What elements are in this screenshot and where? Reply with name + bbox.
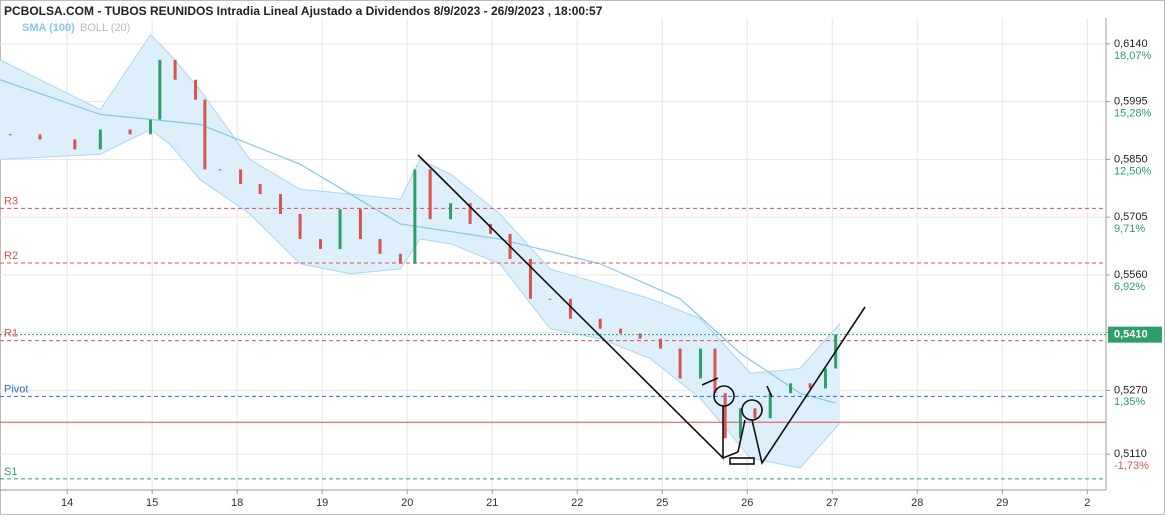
- candle: [528, 258, 532, 299]
- x-tick-label: 20: [401, 497, 413, 509]
- candle: [73, 139, 77, 150]
- candle: [598, 318, 602, 329]
- x-tick-label: 26: [741, 497, 753, 509]
- y2-tick-label: 1,35%: [1114, 396, 1145, 408]
- x-tick-label: 25: [656, 497, 668, 509]
- candle: [738, 408, 742, 439]
- y-tick-label: 0,5850: [1114, 153, 1148, 165]
- y-tick-label: 0,5560: [1114, 269, 1148, 281]
- candle: [698, 348, 702, 379]
- candle: [148, 119, 152, 135]
- candle: [659, 338, 663, 349]
- y-tick-label: 0,5705: [1114, 211, 1148, 223]
- y-tick-label: 0,5110: [1114, 448, 1147, 460]
- boll-upper: [0, 33, 841, 374]
- boll-area: [0, 34, 840, 469]
- candle: [194, 79, 198, 100]
- x-tick-label: 27: [826, 497, 838, 509]
- candle: [619, 328, 623, 334]
- candle: [203, 99, 207, 170]
- candle: [279, 194, 283, 214]
- last-price-label: 0,5410: [1114, 329, 1148, 341]
- candle: [468, 203, 472, 224]
- x-tick-label: 14: [61, 497, 73, 509]
- candle: [548, 298, 552, 300]
- legend-boll: BOLL (20): [80, 22, 130, 34]
- candle: [358, 209, 362, 240]
- pivot-label: R2: [4, 250, 18, 262]
- hand-drawn-annotations: [417, 154, 866, 465]
- candle: [98, 129, 102, 150]
- y-tick-label: 0,6140: [1114, 38, 1148, 50]
- candle: [398, 253, 402, 264]
- candle: [823, 368, 827, 389]
- candle: [38, 134, 42, 140]
- dash-mark: [701, 377, 773, 398]
- candle: [678, 348, 682, 379]
- candle: [768, 393, 772, 419]
- candle: [789, 383, 793, 394]
- candle: [173, 59, 177, 80]
- candle: [753, 408, 757, 419]
- x-tick-label: 22: [571, 497, 583, 509]
- candle: [239, 169, 243, 185]
- x-tick-label: 15: [146, 497, 158, 509]
- x-tick-label: 18: [231, 497, 243, 509]
- x-tick-label: 21: [486, 497, 498, 509]
- y2-tick-label: 12,50%: [1114, 165, 1152, 177]
- candle: [808, 383, 812, 389]
- x-tick-label: 2: [1084, 497, 1090, 509]
- chart-title: PCBOLSA.COM - TUBOS REUNIDOS Intradia Li…: [4, 4, 603, 18]
- circle-mark: [741, 399, 763, 421]
- price: [8, 59, 838, 439]
- y2-tick-label: -1,73%: [1114, 460, 1149, 472]
- y-tick-label: 0,5270: [1114, 384, 1148, 396]
- candle: [218, 169, 222, 171]
- y-tick-label: 0,5995: [1114, 96, 1148, 108]
- candle: [638, 333, 642, 339]
- candle: [449, 203, 453, 220]
- pivot-label: R3: [4, 195, 18, 207]
- y2-tick-label: 6,92%: [1114, 281, 1145, 293]
- candle: [128, 129, 132, 135]
- candle: [568, 298, 572, 319]
- candle: [489, 223, 493, 234]
- candle: [428, 169, 432, 220]
- sma-line: [0, 79, 836, 404]
- pivot-label: S1: [4, 466, 17, 478]
- candle: [378, 239, 382, 254]
- candle: [413, 169, 417, 264]
- last-price-box: [1108, 326, 1162, 343]
- box-mark: [729, 457, 755, 465]
- candle: [318, 239, 322, 250]
- candle: [8, 134, 12, 136]
- candle: [298, 213, 302, 240]
- y2-tick-label: 15,28%: [1114, 108, 1152, 120]
- boll-lower: [0, 128, 841, 469]
- candle: [338, 209, 342, 250]
- x-tick-label: 19: [316, 497, 328, 509]
- candle: [713, 348, 717, 394]
- pivot-levels: R3 R2 R1 Pivot S1: [0, 195, 1106, 480]
- circle-mark: [713, 385, 735, 407]
- bollinger: [0, 33, 841, 469]
- candle: [723, 393, 727, 439]
- pivot-label: Pivot: [4, 383, 28, 395]
- pivot-label: R1: [4, 328, 18, 340]
- y2-tick-label: 9,71%: [1114, 223, 1145, 235]
- axis-labels: 14 15 18 19 20 21 22 25 26 27 28 29 2 0,6140 0,5995 0,5…: [0, 38, 1162, 509]
- candle: [158, 59, 162, 120]
- trend-lines: [417, 154, 866, 465]
- x-tick-label: 28: [911, 497, 923, 509]
- x-tick-label: 29: [996, 497, 1008, 509]
- candle: [258, 184, 262, 195]
- legend-sma: SMA (100): [22, 22, 75, 34]
- y2-tick-label: 18,07%: [1114, 50, 1152, 62]
